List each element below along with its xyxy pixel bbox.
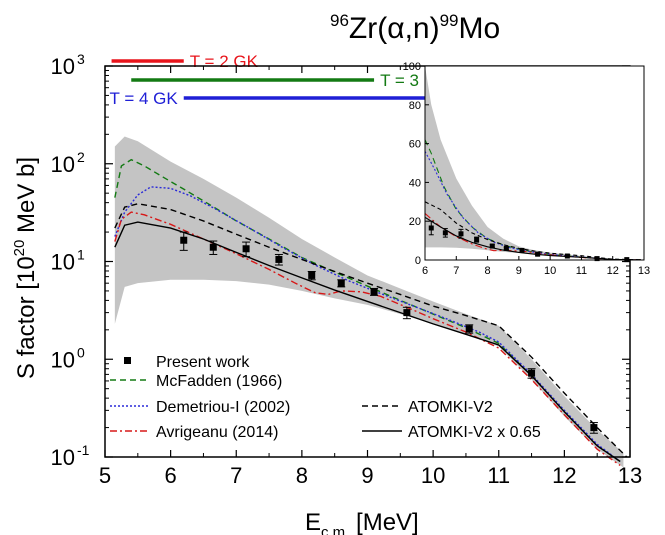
data-point — [337, 279, 345, 287]
inset-frame — [424, 65, 645, 261]
data-point — [242, 245, 250, 253]
gamow-window-label: T = 2 GK — [190, 52, 259, 71]
y-tick-exponent: 1 — [77, 247, 85, 263]
x-tick-label: 5 — [99, 463, 111, 488]
y-tick-exponent: 3 — [77, 51, 85, 67]
y-tick-label: 10 — [51, 250, 75, 275]
inset-y-axis-ticks: 0 20 40 60 80 100 — [403, 61, 429, 267]
inset-data-point — [564, 253, 570, 259]
legend-label-2: Avrigeanu (2014) — [156, 424, 278, 441]
model-curves — [114, 158, 628, 466]
x-tick-label: 13 — [618, 463, 642, 488]
legend-label-3: ATOMKI-V2 — [408, 399, 493, 416]
y-tick-label: 10 — [51, 152, 75, 177]
inset-data-point — [474, 237, 480, 243]
x-tick-label: 8 — [296, 463, 308, 488]
inset-band-area — [425, 66, 641, 260]
inset-data-point — [442, 230, 448, 236]
y-tick-exponent: 0 — [77, 344, 85, 360]
x-tick-label: 6 — [165, 463, 177, 488]
y-tick-label: 10 — [51, 347, 75, 372]
inset-series-line-3 — [424, 201, 641, 261]
inset-x-tick-label: 10 — [544, 265, 556, 277]
legend: Present work McFadden (1966) Demetriou-I (… — [110, 354, 541, 441]
inset-x-tick-label: 12 — [607, 265, 619, 277]
inset-x-tick-label: 13 — [638, 265, 650, 277]
gamow-window-label: T = 4 GK — [110, 89, 179, 108]
x-tick-label: 7 — [230, 463, 242, 488]
chart-title: 96Zr(α,n)99Mo — [330, 11, 500, 45]
inset-series-line-4 — [424, 216, 641, 261]
inset-x-tick-label: 11 — [576, 265, 587, 277]
data-point — [275, 255, 283, 263]
inset-x-tick-label: 9 — [516, 265, 522, 277]
inset-data-point — [594, 256, 600, 262]
data-point — [308, 271, 316, 279]
inset-x-tick-label: 7 — [453, 265, 459, 277]
y-tick-label: 10 — [51, 445, 75, 470]
x-tick-label: 12 — [552, 463, 576, 488]
inset-data-point — [535, 251, 541, 257]
series-line-2 — [114, 211, 621, 466]
inset-y-tick-label: 60 — [409, 139, 421, 151]
y-tick-exponent: 2 — [77, 149, 85, 165]
inset-y-tick-label: 40 — [409, 177, 421, 189]
data-point — [370, 288, 378, 296]
series-line-3 — [114, 203, 628, 458]
inset-data-point — [489, 243, 495, 249]
inset-data-point — [458, 231, 464, 237]
inset-x-tick-label: 6 — [422, 265, 428, 277]
inset-y-tick-label: 20 — [409, 216, 421, 228]
data-point — [403, 309, 411, 317]
x-axis-ticks: 5 6 7 8 9 10 11 12 13 — [99, 66, 642, 488]
x-axis-label: Ec.m. [MeV] — [305, 509, 419, 535]
legend-label-1: Demetriou-I (2002) — [156, 399, 290, 416]
x-tick-label: 10 — [421, 463, 445, 488]
y-axis-label: S factor [1020 MeV b] — [11, 157, 40, 379]
legend-label-4: ATOMKI-V2 x 0.65 — [408, 424, 541, 441]
x-tick-label: 9 — [361, 463, 373, 488]
inset-x-tick-label: 8 — [485, 265, 491, 277]
inset-data-point — [428, 225, 434, 231]
data-point — [528, 369, 536, 377]
experimental-points — [179, 231, 598, 434]
y-tick-exponent: -1 — [77, 442, 90, 458]
inset-x-axis-ticks: 6 7 8 9 10 11 12 13 — [422, 256, 650, 277]
data-point — [465, 325, 473, 333]
legend-label-0: McFadden (1966) — [156, 373, 282, 390]
inset-data-point — [503, 245, 509, 251]
data-point — [209, 243, 217, 251]
data-point — [180, 236, 188, 244]
series-line-4 — [114, 221, 621, 463]
inset-y-tick-label: 0 — [415, 255, 421, 267]
legend-marker-present-work — [124, 357, 131, 364]
series-line-1 — [114, 186, 621, 463]
inset-y-tick-label: 80 — [409, 100, 421, 112]
inset-uncertainty-band — [425, 66, 641, 260]
legend-label-present-work: Present work — [156, 354, 250, 371]
x-tick-label: 11 — [487, 463, 510, 488]
inset-data-point — [519, 247, 525, 253]
inset-y-tick-label: 100 — [403, 61, 421, 73]
y-tick-label: 10 — [51, 54, 75, 79]
data-point — [590, 424, 598, 432]
